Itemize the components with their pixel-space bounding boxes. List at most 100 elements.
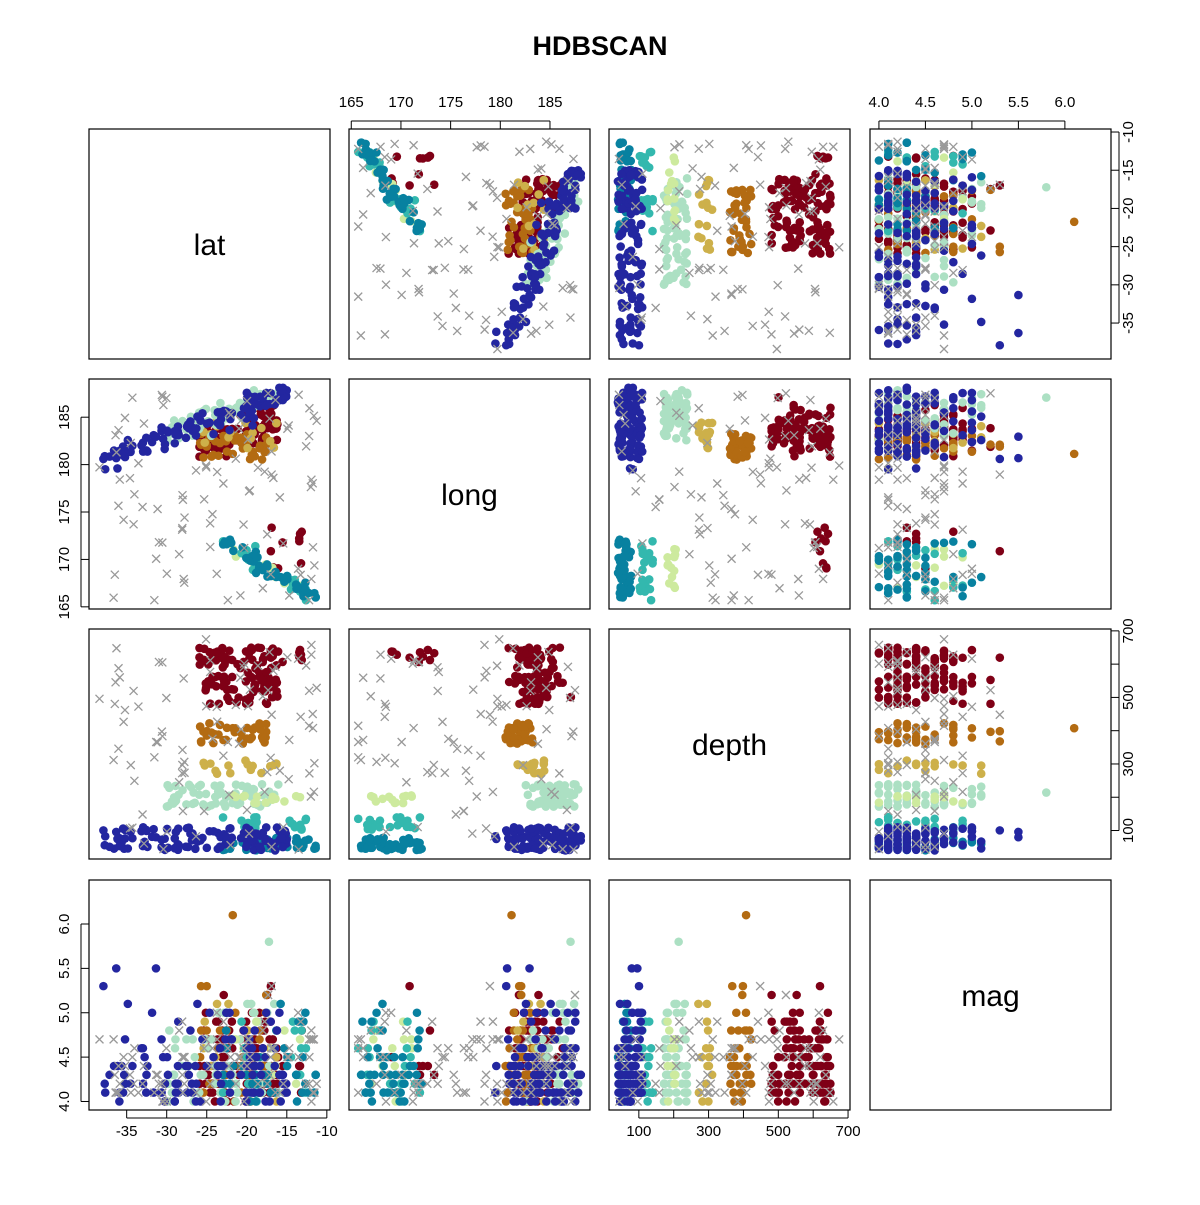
- point-cluster-shallow-tonga: [619, 339, 628, 349]
- point-cluster-vanuatu-shallow: [361, 139, 370, 149]
- noise-point: [488, 232, 498, 242]
- noise-point: [902, 504, 912, 514]
- point-cluster-vanuatu-mid: [638, 575, 647, 585]
- noise-point: [488, 717, 498, 727]
- point-cluster-intermediate-2: [534, 190, 543, 199]
- noise-point: [212, 467, 222, 477]
- point-cluster-intermediate-1: [735, 436, 745, 446]
- point-cluster-intermediate-1: [501, 189, 510, 199]
- panel-mag-vs-long: [348, 879, 591, 1111]
- point-cluster-vanuatu-shallow: [949, 223, 958, 233]
- noise-point: [694, 144, 704, 154]
- point-cluster-intermediate-1: [725, 444, 735, 453]
- point-cluster-deep-tonga: [195, 643, 204, 653]
- point-cluster-shallow-tonga: [627, 413, 637, 423]
- point-cluster-vanuatu-shallow: [930, 539, 940, 548]
- point-cluster-intermediate-1: [874, 454, 884, 464]
- point-cluster-shallow-tonga: [893, 845, 902, 855]
- point-cluster-intermediate-2: [539, 175, 549, 185]
- point-cluster-shallow-tonga: [239, 403, 249, 413]
- point-cluster-intermediate-1: [195, 722, 205, 731]
- point-cluster-shallow-tonga: [911, 441, 921, 451]
- point-cluster-mid-fiji: [681, 398, 691, 408]
- point-cluster-deep-tonga: [555, 643, 565, 652]
- noise-point: [567, 284, 576, 294]
- point-cluster-shallow-tonga: [171, 1079, 180, 1089]
- point-cluster-shallow-tonga: [1014, 453, 1023, 463]
- panel-lat-vs-mag: [869, 128, 1112, 360]
- noise-point: [883, 264, 893, 274]
- noise-point: [655, 203, 665, 213]
- noise-point: [967, 154, 977, 164]
- panel-depth-vs-lat: [88, 628, 331, 860]
- point-cluster-mid-fiji: [1041, 182, 1051, 192]
- point-cluster-deep-tonga: [795, 225, 805, 235]
- noise-point: [697, 492, 706, 502]
- point-cluster-shallow-tonga: [631, 194, 640, 204]
- noise-point: [570, 685, 580, 695]
- noise-point: [651, 502, 661, 512]
- noise-point: [794, 325, 804, 335]
- noise-point: [720, 326, 730, 336]
- noise-point: [138, 810, 148, 819]
- noise-point: [764, 202, 774, 212]
- point-cluster-deep-tonga: [902, 681, 912, 691]
- point-cluster-deep-tonga: [911, 672, 921, 681]
- noise-point: [544, 705, 554, 715]
- point-cluster-deep-tonga: [902, 659, 912, 669]
- point-cluster-shallow-tonga: [509, 822, 519, 832]
- point-cluster-intermediate-2: [269, 443, 279, 452]
- noise-point: [381, 280, 391, 290]
- noise-point: [480, 325, 490, 335]
- point-cluster-vanuatu-shallow: [251, 1097, 261, 1106]
- point-cluster-vanuatu-shallow: [958, 591, 967, 601]
- point-cluster-deep-tonga: [774, 415, 784, 425]
- point-cluster-shallow-tonga: [256, 1070, 266, 1080]
- noise-point: [694, 263, 704, 273]
- noise-point: [986, 685, 995, 695]
- noise-point: [568, 285, 578, 294]
- point-cluster-deep-vanuatu: [423, 153, 433, 162]
- noise-point: [883, 284, 893, 294]
- point-cluster-intermediate-1: [732, 186, 741, 195]
- point-cluster-shallow-tonga: [874, 282, 884, 292]
- point-cluster-shallow-tonga: [625, 282, 635, 292]
- point-cluster-intermediate-1: [261, 990, 271, 1000]
- point-cluster-mid-fiji: [682, 248, 691, 257]
- point-cluster-vanuatu-light: [252, 792, 262, 801]
- noise-point: [112, 643, 121, 653]
- point-cluster-vanuatu-light: [670, 194, 679, 203]
- noise-point: [893, 144, 902, 154]
- point-cluster-shallow-tonga: [615, 253, 624, 262]
- noise-point: [725, 211, 735, 221]
- noise-point: [902, 182, 912, 192]
- noise-point: [818, 574, 828, 584]
- noise-point: [756, 141, 766, 150]
- point-cluster-mid-fiji: [563, 798, 573, 808]
- point-cluster-deep-tonga: [958, 653, 967, 663]
- point-cluster-shallow-tonga: [113, 834, 122, 844]
- point-cluster-intermediate-1: [967, 733, 977, 742]
- noise-point: [718, 265, 728, 275]
- noise-point: [563, 662, 573, 672]
- noise-point: [133, 702, 143, 712]
- point-cluster-shallow-tonga: [902, 386, 912, 395]
- noise-point: [958, 787, 968, 797]
- point-cluster-shallow-tonga: [883, 409, 893, 419]
- noise-point: [781, 201, 791, 210]
- noise-point: [617, 180, 627, 190]
- noise-point: [522, 202, 532, 212]
- point-cluster-vanuatu-shallow: [372, 148, 381, 157]
- point-cluster-mid-fiji: [874, 780, 884, 790]
- point-cluster-shallow-tonga: [535, 261, 545, 270]
- noise-point: [161, 693, 171, 703]
- noise-point: [920, 163, 930, 173]
- point-cluster-mid-fiji: [1041, 393, 1051, 402]
- point-cluster-shallow-tonga: [949, 403, 958, 413]
- point-cluster-shallow-tonga: [261, 401, 270, 411]
- point-cluster-vanuatu-mid: [301, 1043, 311, 1053]
- noise-point: [414, 284, 423, 294]
- point-cluster-deep-tonga: [558, 678, 567, 688]
- noise-point: [744, 595, 754, 605]
- noise-point: [801, 178, 811, 188]
